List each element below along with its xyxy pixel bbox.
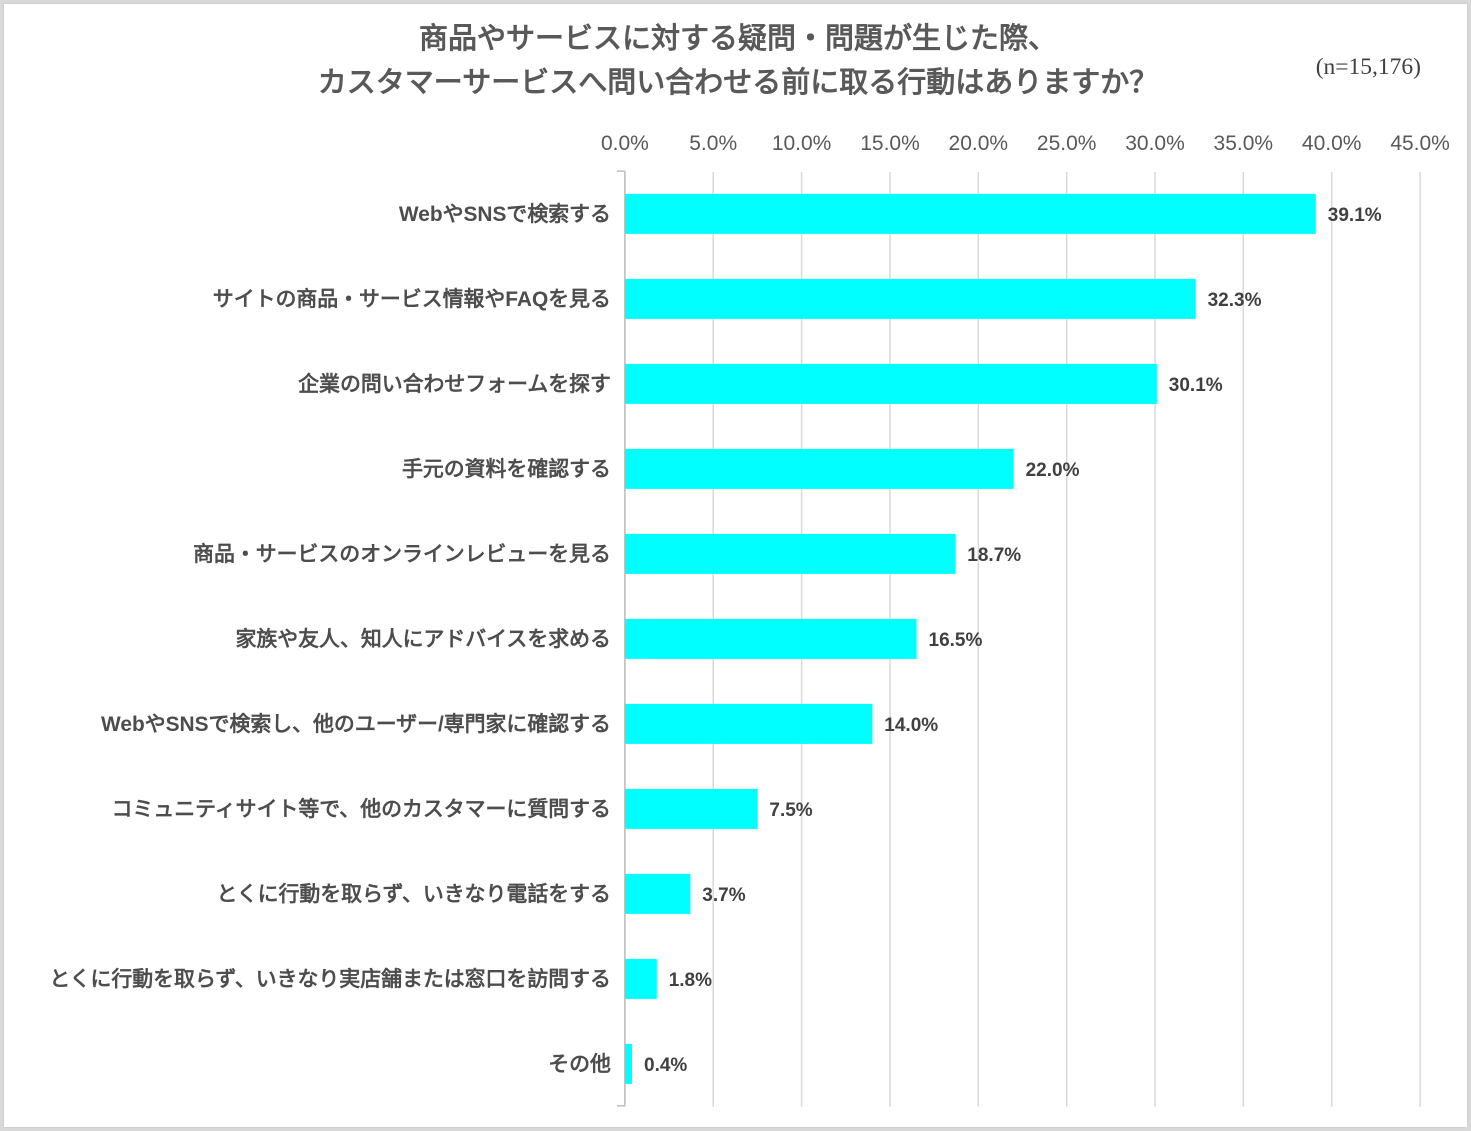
svg-text:14.0%: 14.0% <box>884 715 938 736</box>
svg-text:その他: その他 <box>548 1053 611 1076</box>
svg-text:家族や友人、知人にアドバイスを求める: 家族や友人、知人にアドバイスを求める <box>235 627 610 651</box>
svg-text:16.5%: 16.5% <box>929 630 983 651</box>
svg-text:1.8%: 1.8% <box>669 970 712 991</box>
svg-text:10.0%: 10.0% <box>772 132 832 155</box>
svg-text:5.0%: 5.0% <box>689 132 737 155</box>
svg-text:手元の資料を確認する: 手元の資料を確認する <box>402 457 611 481</box>
svg-text:45.0%: 45.0% <box>1390 132 1450 155</box>
svg-text:サイトの商品・サービス情報やFAQを見る: サイトの商品・サービス情報やFAQを見る <box>213 287 611 311</box>
svg-text:30.0%: 30.0% <box>1125 132 1185 155</box>
svg-text:コミュニティサイト等で、他のカスタマーに質問する: コミュニティサイト等で、他のカスタマーに質問する <box>112 797 611 821</box>
svg-text:35.0%: 35.0% <box>1214 132 1274 155</box>
svg-text:22.0%: 22.0% <box>1026 460 1080 481</box>
svg-text:企業の問い合わせフォームを探す: 企業の問い合わせフォームを探す <box>298 372 611 396</box>
svg-text:15.0%: 15.0% <box>860 132 920 155</box>
svg-text:商品・サービスのオンラインレビューを見る: 商品・サービスのオンラインレビューを見る <box>193 542 611 566</box>
svg-text:32.3%: 32.3% <box>1208 290 1262 311</box>
svg-text:WebやSNSで検索し、他のユーザー/専門家に確認する: WebやSNSで検索し、他のユーザー/専門家に確認する <box>101 712 611 736</box>
svg-text:とくに行動を取らず、いきなり電話をする: とくに行動を取らず、いきなり電話をする <box>216 882 610 906</box>
svg-text:WebやSNSで検索する: WebやSNSで検索する <box>399 202 611 226</box>
svg-text:18.7%: 18.7% <box>967 545 1021 566</box>
svg-text:40.0%: 40.0% <box>1302 132 1362 155</box>
svg-text:30.1%: 30.1% <box>1169 375 1223 396</box>
svg-text:とくに行動を取らず、いきなり実店舗または窓口を訪問する: とくに行動を取らず、いきなり実店舗または窓口を訪問する <box>49 967 611 991</box>
svg-text:39.1%: 39.1% <box>1328 205 1382 226</box>
svg-text:7.5%: 7.5% <box>769 800 812 821</box>
svg-text:0.4%: 0.4% <box>644 1055 687 1076</box>
svg-text:20.0%: 20.0% <box>949 132 1009 155</box>
svg-text:25.0%: 25.0% <box>1037 132 1097 155</box>
svg-text:3.7%: 3.7% <box>702 885 745 906</box>
svg-text:0.0%: 0.0% <box>601 132 649 155</box>
